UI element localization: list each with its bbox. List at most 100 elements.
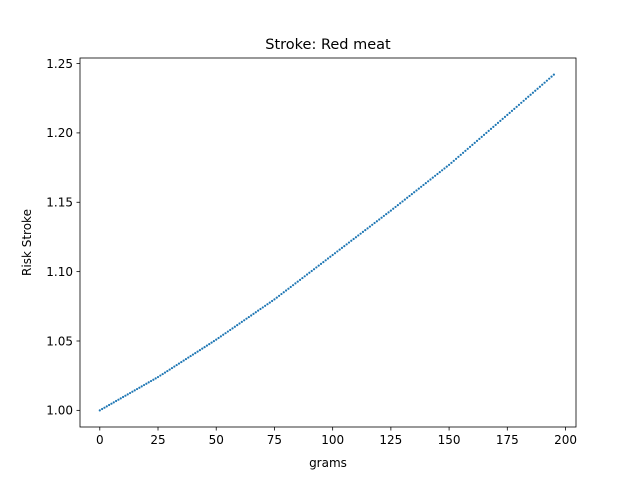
data-point (233, 325, 236, 328)
data-point (175, 363, 178, 367)
data-point (471, 143, 474, 146)
data-point (401, 200, 404, 203)
data-point (515, 105, 518, 108)
data-point (548, 77, 551, 80)
data-point (380, 216, 383, 219)
data-point (531, 91, 535, 94)
data-point (247, 315, 250, 319)
data-point (326, 257, 330, 260)
data-point (466, 147, 469, 150)
data-point (196, 350, 199, 353)
data-point (245, 317, 248, 320)
data-point (359, 232, 362, 235)
data-point (387, 211, 390, 214)
data-point (394, 205, 397, 209)
data-point (184, 357, 188, 361)
data-point (331, 253, 334, 257)
data-point (310, 269, 313, 273)
data-point (121, 395, 125, 399)
data-point (217, 336, 220, 340)
data-point (180, 360, 183, 364)
data-point (436, 172, 439, 176)
data-point (152, 378, 155, 381)
data-point (406, 196, 409, 199)
data-point (226, 330, 229, 333)
data-point (296, 280, 299, 283)
data-point (480, 135, 483, 138)
data-point (494, 123, 497, 126)
data-point (517, 103, 521, 106)
data-point (487, 129, 490, 132)
data-point (128, 391, 132, 395)
data-point (161, 372, 164, 376)
data-point (378, 218, 381, 221)
x-tick-label: 75 (267, 433, 282, 447)
data-point (117, 398, 120, 401)
data-point (322, 260, 325, 264)
data-point (473, 141, 476, 144)
data-point (424, 182, 427, 185)
data-point (212, 340, 215, 343)
data-point (510, 109, 514, 112)
data-point (222, 333, 225, 336)
data-point (154, 377, 157, 380)
data-point (447, 163, 451, 166)
data-point (520, 101, 523, 104)
data-point (277, 294, 281, 297)
data-point (98, 409, 101, 412)
data-point (198, 348, 202, 352)
x-tick-label: 125 (379, 433, 402, 447)
y-tick-label: 1.25 (46, 57, 73, 71)
data-point (194, 351, 197, 355)
data-point (147, 381, 150, 384)
y-axis: 1.00 1.05 1.10 1.15 1.20 1.25 (46, 57, 80, 418)
data-point (408, 194, 411, 198)
x-tick-label: 150 (438, 433, 461, 447)
data-point (543, 81, 546, 84)
x-tick-label: 50 (209, 433, 224, 447)
data-point (534, 89, 537, 92)
data-point (124, 394, 127, 397)
data-point (112, 401, 115, 404)
data-point (431, 176, 434, 179)
data-point (287, 287, 290, 290)
data-point (219, 335, 222, 338)
data-point (350, 239, 353, 242)
data-point (538, 85, 542, 88)
data-point (119, 397, 122, 400)
data-point (273, 298, 276, 301)
data-point (485, 131, 488, 134)
data-point (438, 171, 441, 174)
x-axis-title: grams (309, 456, 347, 470)
data-point (329, 255, 332, 258)
data-point (303, 275, 306, 278)
data-point (464, 149, 467, 152)
y-tick-label: 1.20 (46, 126, 73, 140)
data-point (250, 314, 253, 317)
x-axis: 0 25 50 75 100 125 150 175 200 (96, 427, 577, 447)
data-point (496, 121, 500, 124)
data-point (101, 407, 104, 411)
data-point (208, 342, 211, 346)
data-point (252, 312, 255, 315)
data-point (231, 327, 234, 330)
data-point (364, 229, 367, 232)
data-point (550, 75, 553, 78)
data-point (140, 385, 143, 388)
y-axis-title: Risk Stroke (20, 209, 34, 276)
data-point (191, 353, 195, 356)
data-point (275, 296, 278, 299)
data-point (403, 198, 406, 201)
data-point (461, 151, 465, 154)
data-point (413, 191, 416, 194)
y-tick-label: 1.00 (46, 404, 73, 418)
data-point (340, 246, 344, 249)
data-point (289, 285, 292, 289)
data-point (366, 227, 369, 230)
data-point (264, 304, 267, 307)
data-point (131, 390, 134, 393)
data-point (203, 345, 206, 349)
data-point (371, 223, 374, 226)
data-point (501, 117, 504, 120)
data-point (210, 341, 213, 344)
